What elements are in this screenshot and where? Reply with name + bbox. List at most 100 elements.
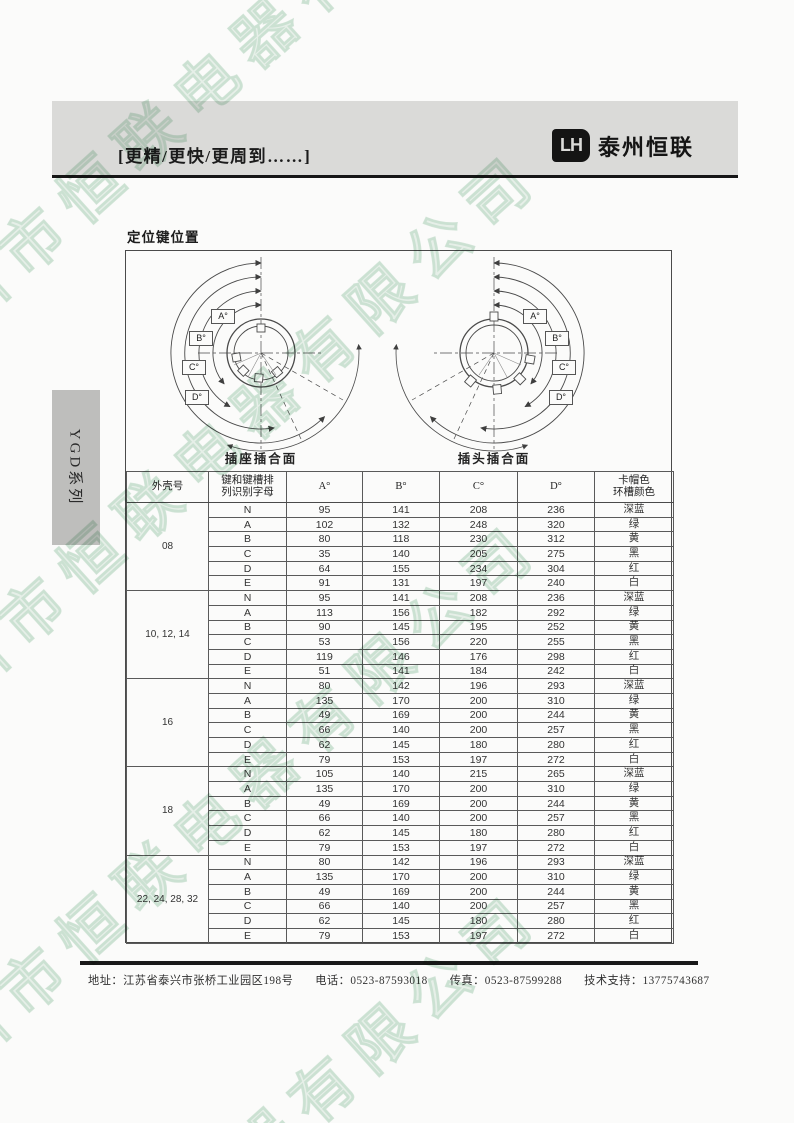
cap-color-cell: 黄 bbox=[594, 883, 674, 900]
cap-color-cell: 黑 bbox=[594, 722, 674, 738]
socket-diagram-figure bbox=[170, 257, 362, 452]
key-letter-cell: A bbox=[208, 692, 287, 709]
table-row: 10, 12, 14 N 95 141 208 236 深蓝 bbox=[126, 590, 674, 680]
angle-value-cell: 200 bbox=[439, 898, 518, 915]
header-a: A° bbox=[286, 471, 363, 503]
angle-value-cell: 146 bbox=[362, 648, 440, 665]
angle-value-cell: 252 bbox=[517, 619, 595, 636]
angle-value-cell: 153 bbox=[362, 839, 440, 856]
angle-value-cell: 272 bbox=[517, 751, 595, 768]
table-row: D 62 145 180 280 红 bbox=[127, 825, 674, 841]
header-slogan: [更精/更快/更周到……] bbox=[118, 147, 312, 166]
angle-value-cell: 200 bbox=[439, 795, 518, 812]
angle-value-cell: 156 bbox=[362, 634, 440, 650]
angle-value-cell: 244 bbox=[517, 795, 595, 812]
table-row: C 53 156 220 255 黑 bbox=[127, 634, 674, 650]
angle-value-cell: 170 bbox=[362, 781, 440, 797]
angle-value-cell: 169 bbox=[362, 795, 440, 812]
key-letter-cell: N bbox=[208, 766, 287, 783]
angle-value-cell: 275 bbox=[517, 546, 595, 562]
angle-value-cell: 141 bbox=[362, 590, 440, 606]
angle-value-cell: 195 bbox=[439, 619, 518, 636]
angle-value-cell: 293 bbox=[517, 854, 595, 871]
header-shell: 外壳号 bbox=[126, 471, 209, 503]
angle-b-label: B° bbox=[545, 331, 569, 346]
angle-a-label: A° bbox=[211, 309, 235, 324]
footer-phone: 电话：0523-87593018 bbox=[315, 975, 428, 987]
cap-color-cell: 黄 bbox=[594, 531, 674, 548]
angle-value-cell: 257 bbox=[517, 722, 595, 738]
angle-value-cell: 132 bbox=[362, 516, 440, 533]
logo-monogram: LH bbox=[560, 135, 583, 155]
angle-value-cell: 197 bbox=[439, 927, 518, 945]
footer-contact: 地址：江苏省泰兴市张桥工业园区198号 电话：0523-87593018 传真：… bbox=[88, 972, 710, 988]
shell-number-cell: 10, 12, 14 bbox=[126, 590, 209, 680]
table-row: C 35 140 205 275 黑 bbox=[127, 546, 674, 562]
angle-value-cell: 79 bbox=[286, 839, 363, 856]
brand-wordmark: 泰州恒联 bbox=[598, 134, 695, 160]
angle-value-cell: 255 bbox=[517, 634, 595, 650]
key-letter-cell: C bbox=[208, 722, 287, 738]
angle-value-cell: 169 bbox=[362, 883, 440, 900]
angle-value-cell: 119 bbox=[286, 648, 363, 665]
angle-value-cell: 176 bbox=[439, 648, 518, 665]
footer-address: 地址：江苏省泰兴市张桥工业园区198号 bbox=[88, 975, 294, 987]
angle-value-cell: 220 bbox=[439, 634, 518, 650]
angle-value-cell: 236 bbox=[517, 590, 595, 606]
table-row: C 66 140 200 257 黑 bbox=[127, 810, 674, 827]
key-letter-cell: B bbox=[208, 531, 287, 548]
key-letter-cell: B bbox=[208, 619, 287, 636]
angle-value-cell: 131 bbox=[362, 575, 440, 592]
table-row: 18 N 105 140 215 265 深蓝 bbox=[126, 766, 674, 856]
angle-value-cell: 62 bbox=[286, 825, 363, 841]
angle-value-cell: 66 bbox=[286, 898, 363, 915]
angle-value-cell: 197 bbox=[439, 575, 518, 592]
table-row: B 49 169 200 244 黄 bbox=[127, 883, 674, 900]
cap-color-cell: 绿 bbox=[594, 781, 674, 797]
angle-value-cell: 280 bbox=[517, 913, 595, 929]
logo-mark-icon: LH bbox=[552, 129, 590, 162]
angle-d-label: D° bbox=[549, 390, 573, 405]
angle-value-cell: 153 bbox=[362, 751, 440, 768]
angle-value-cell: 53 bbox=[286, 634, 363, 650]
cap-color-cell: 白 bbox=[594, 927, 674, 945]
key-letter-cell: E bbox=[208, 751, 287, 768]
angle-value-cell: 80 bbox=[286, 531, 363, 548]
cap-color-cell: 深蓝 bbox=[594, 502, 674, 518]
angle-value-cell: 140 bbox=[362, 810, 440, 827]
angle-value-cell: 80 bbox=[286, 854, 363, 871]
angle-value-cell: 170 bbox=[362, 869, 440, 885]
plug-caption: 插头插合面 bbox=[457, 452, 531, 466]
cap-color-cell: 红 bbox=[594, 737, 674, 753]
angle-value-cell: 90 bbox=[286, 619, 363, 636]
angle-value-cell: 265 bbox=[517, 766, 595, 783]
angle-value-cell: 79 bbox=[286, 927, 363, 945]
table-row: E 79 153 197 272 白 bbox=[127, 927, 674, 945]
angle-value-cell: 95 bbox=[286, 590, 363, 606]
key-letter-cell: N bbox=[208, 590, 287, 606]
header-c: C° bbox=[439, 471, 518, 503]
angle-value-cell: 66 bbox=[286, 722, 363, 738]
angle-value-cell: 141 bbox=[362, 502, 440, 518]
table-header-row: 外壳号 键和键槽排 列识别字母 A° B° C° D° 卡帽色 环槽颜色 bbox=[126, 471, 674, 503]
key-letter-cell: E bbox=[208, 663, 287, 680]
angle-value-cell: 197 bbox=[439, 751, 518, 768]
angle-value-cell: 312 bbox=[517, 531, 595, 548]
angle-value-cell: 236 bbox=[517, 502, 595, 518]
angle-value-cell: 51 bbox=[286, 663, 363, 680]
key-letter-cell: C bbox=[208, 898, 287, 915]
content-frame: A° B° C° D° 插座插合面 bbox=[125, 250, 674, 945]
footer-rule bbox=[80, 961, 698, 965]
table-row: 08 N 95 141 208 236 深蓝 bbox=[126, 501, 674, 592]
plug-diagram-figure bbox=[393, 257, 585, 452]
angle-value-cell: 310 bbox=[517, 781, 595, 797]
table-row: C 66 140 200 257 黑 bbox=[127, 898, 674, 915]
angle-value-cell: 208 bbox=[439, 502, 518, 518]
table-row: A 102 132 248 320 绿 bbox=[127, 516, 674, 533]
angle-value-cell: 200 bbox=[439, 781, 518, 797]
key-letter-cell: D bbox=[208, 913, 287, 929]
key-letter-cell: A bbox=[208, 869, 287, 885]
header-b: B° bbox=[362, 471, 440, 503]
angle-value-cell: 91 bbox=[286, 575, 363, 592]
